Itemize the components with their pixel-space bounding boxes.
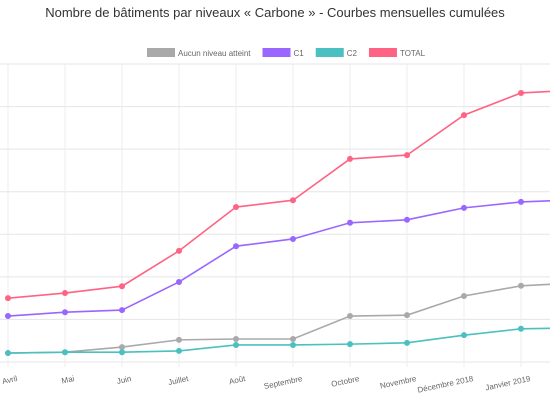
x-tick-label: Juin: [116, 374, 132, 386]
data-point: [347, 313, 353, 320]
data-point: [404, 216, 410, 223]
data-point: [62, 309, 68, 316]
data-point: [518, 282, 524, 289]
data-point: [518, 198, 524, 205]
x-tick-label: Novembre: [379, 374, 418, 391]
data-point: [176, 347, 182, 354]
series-line: [7, 200, 550, 317]
data-point: [290, 336, 296, 343]
data-point: [5, 350, 11, 357]
data-point: [290, 235, 296, 242]
data-point: [233, 341, 239, 348]
legend-label: TOTAL: [400, 49, 426, 58]
legend-swatch: [368, 48, 397, 57]
data-point: [461, 112, 467, 119]
x-tick-label: Septembre: [263, 374, 304, 391]
legend-label: Aucun niveau atteint: [178, 49, 251, 58]
legend-label: C2: [347, 49, 358, 58]
data-point: [404, 339, 410, 346]
data-point: [119, 283, 125, 290]
data-point: [461, 332, 467, 339]
x-tick-label: Mai: [61, 374, 76, 386]
data-point: [233, 204, 239, 211]
series-line: [7, 90, 550, 299]
legend-swatch: [315, 48, 344, 57]
data-point: [119, 344, 125, 351]
legend-label: C1: [294, 49, 305, 58]
x-tick-label: Avril: [1, 374, 18, 386]
data-point: [62, 290, 68, 297]
x-tick-label: Décembre 2018: [417, 374, 475, 395]
data-point: [518, 325, 524, 332]
data-point: [176, 336, 182, 343]
data-point: [461, 293, 467, 300]
data-point: [404, 152, 410, 159]
data-point: [290, 197, 296, 204]
data-point: [176, 247, 182, 254]
legend-swatch: [147, 48, 175, 57]
data-point: [176, 278, 182, 285]
data-point: [5, 313, 11, 320]
data-point: [119, 349, 125, 356]
x-tick-label: Janvier 2019: [485, 374, 532, 392]
series-line: [7, 283, 550, 354]
data-point: [347, 341, 353, 348]
data-point: [518, 89, 524, 96]
data-point: [347, 219, 353, 226]
x-tick-label: Octobre: [330, 374, 360, 389]
data-point: [233, 336, 239, 343]
legend-swatch: [262, 48, 291, 57]
data-point: [233, 243, 239, 250]
x-tick-label: Juillet: [167, 374, 190, 387]
chart-title: Nombre de bâtiments par niveaux « Carbon…: [45, 5, 505, 20]
data-point: [404, 312, 410, 319]
data-point: [461, 204, 467, 211]
x-tick-label: Août: [228, 374, 247, 386]
data-point: [290, 341, 296, 348]
data-point: [119, 307, 125, 314]
data-point: [62, 349, 68, 356]
data-point: [5, 295, 11, 302]
data-point: [347, 155, 353, 162]
